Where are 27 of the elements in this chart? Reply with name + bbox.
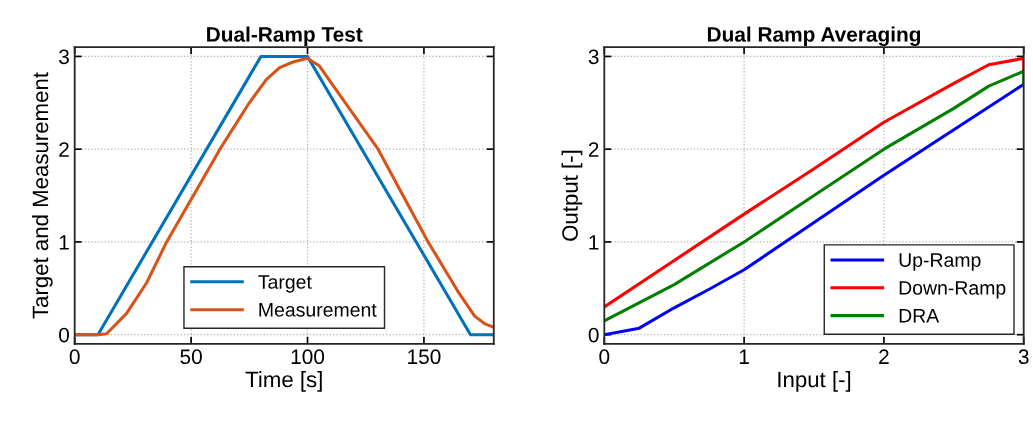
legend-label: Down-Ramp: [899, 281, 1006, 299]
legend-label: Target: [258, 275, 312, 293]
y-tick-label: 0: [59, 327, 70, 343]
x-tick-label: 0: [599, 349, 610, 365]
x-tick-label: 50: [180, 349, 202, 365]
x-tick-label: 1: [739, 349, 749, 364]
y-axis-title: Target and Measurement: [31, 72, 53, 319]
chart-title: Dual-Ramp Test: [207, 26, 363, 46]
y-tick-label: 2: [588, 142, 599, 157]
x-tick-label: 100: [291, 349, 325, 365]
legend-label: Up-Ramp: [899, 253, 981, 271]
x-axis-title: Time [s]: [245, 371, 322, 392]
legend-label: DRA: [899, 309, 940, 323]
x-tick-label: 0: [69, 349, 80, 365]
y-tick-label: 1: [59, 235, 69, 250]
y-tick-label: 2: [59, 142, 69, 157]
y-tick-label: 1: [589, 235, 599, 250]
legend-label: Measurement: [259, 303, 377, 317]
x-tick-label: 3: [1018, 349, 1029, 365]
chart-title: Dual Ramp Averaging: [707, 26, 921, 47]
y-tick-label: 3: [59, 49, 69, 65]
x-tick-label: 150: [408, 349, 441, 365]
y-tick-label: 0: [588, 327, 599, 343]
y-axis-title: Output [-]: [561, 150, 583, 241]
x-axis-title: Input [-]: [778, 371, 851, 392]
y-tick-label: 3: [588, 49, 599, 65]
x-tick-label: 2: [879, 349, 889, 364]
